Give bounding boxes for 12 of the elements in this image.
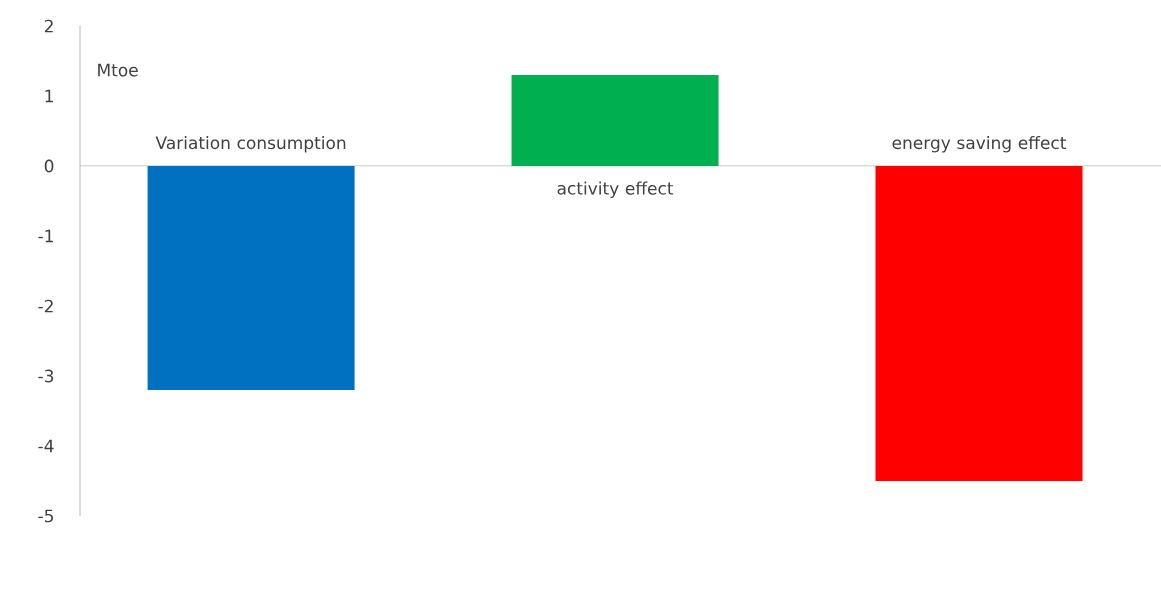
y-tick-label: -2 [38, 299, 53, 313]
y-tick-label: 0 [44, 159, 54, 173]
y-tick-label: 1 [45, 89, 53, 103]
x-tick-label: Variation consumption [155, 136, 346, 153]
y-tick-label: -5 [38, 509, 53, 523]
y-tick-label: -1 [38, 229, 53, 243]
y-axis-title: Mtoe [98, 63, 138, 77]
y-tick-label: -3 [38, 369, 54, 383]
x-tick-label: activity effect [557, 181, 674, 198]
x-tick-label: energy saving effect [892, 136, 1067, 153]
y-tick-label: 2 [44, 19, 53, 33]
y-tick-label: -4 [38, 439, 54, 453]
